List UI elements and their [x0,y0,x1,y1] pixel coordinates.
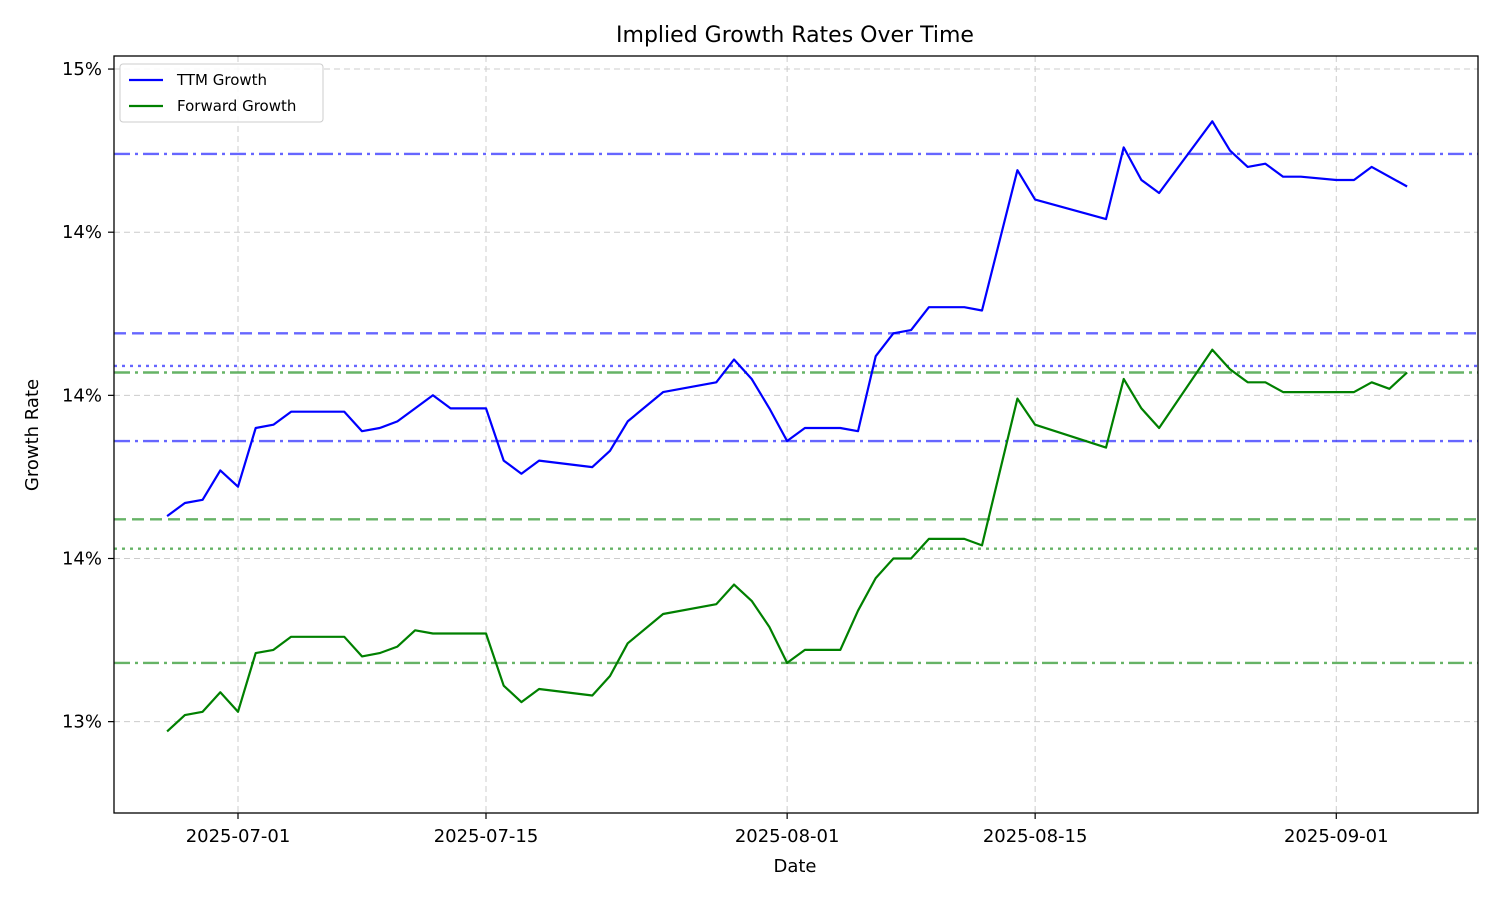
reference-lines [114,152,1478,665]
x-tick-label: 2025-08-01 [735,826,840,847]
legend-box [119,63,324,123]
y-axis-ticks: 13% 14% 14% 14% 15% [62,59,114,733]
series-line-forward-growth [166,348,1408,733]
y-tick-label: 14% [62,222,102,243]
chart-title: Implied Growth Rates Over Time [616,23,974,48]
plot-frame [113,55,1479,814]
x-tick-label: 2025-07-15 [434,826,539,847]
series-lines [166,120,1408,733]
y-tick-label: 14% [62,385,102,406]
x-tick-label: 2025-09-01 [1284,826,1389,847]
y-axis-label: Growth Rate [22,379,43,491]
x-tick-label: 2025-07-01 [186,826,291,847]
x-tick-label: 2025-08-15 [983,826,1088,847]
legend-label-ttm-growth: TTM Growth [176,71,267,89]
y-tick-label: 15% [62,59,102,80]
legend-label-forward-growth: Forward Growth [177,97,296,115]
y-tick-label: 13% [62,712,102,733]
y-tick-label: 14% [62,548,102,569]
x-axis-ticks: 2025-07-01 2025-07-15 2025-08-01 2025-08-15… [186,813,1389,847]
x-axis-label: Date [773,856,816,877]
grid [114,56,1478,813]
legend: TTM Growth Forward Growth [119,63,324,123]
series-line-ttm-growth [166,120,1408,517]
